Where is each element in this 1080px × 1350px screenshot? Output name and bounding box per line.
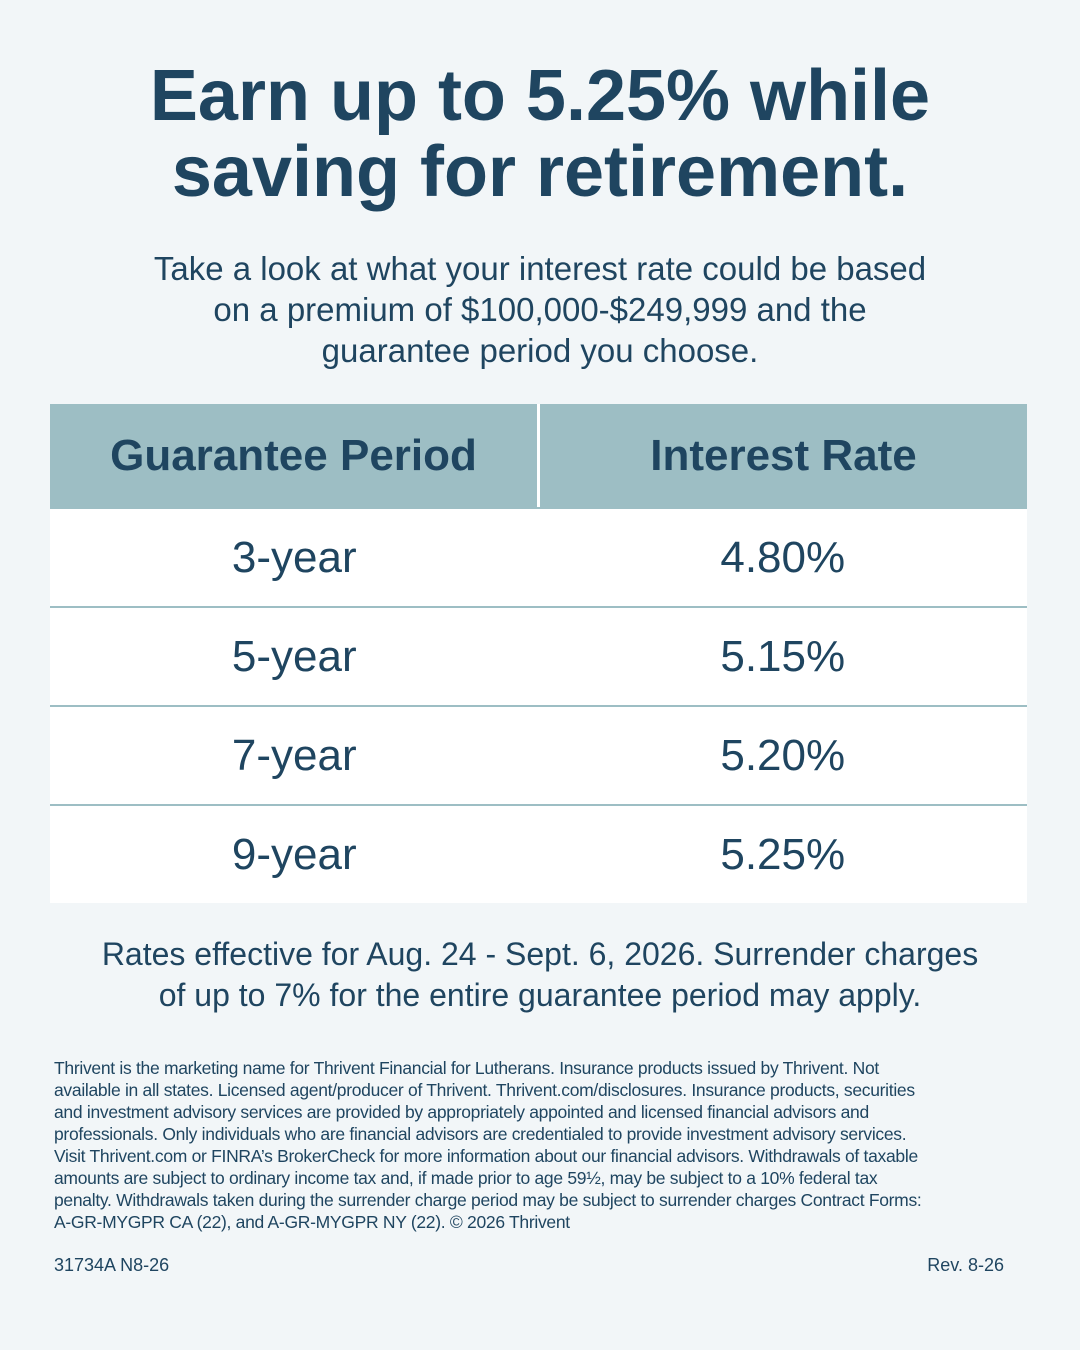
column-header: Interest Rate <box>537 404 1027 507</box>
table-row: 7-year 5.20% <box>50 705 1027 804</box>
disclosure: Thrivent is the marketing name for Thriv… <box>54 1057 922 1233</box>
period-cell: 9-year <box>231 829 357 879</box>
disclosure-line: amounts are subject to ordinary income t… <box>54 1168 878 1188</box>
disclosure-line: available in all states. Licensed agent/… <box>54 1080 915 1100</box>
disclosure-line: penalty. Withdrawals taken during the su… <box>54 1190 922 1210</box>
subtitle: Take a look at what your interest rate c… <box>0 248 1080 371</box>
headline-line: Earn up to 5.25% while <box>149 56 931 136</box>
form-code: 31734A N8-26 <box>54 1255 170 1275</box>
disclosure-line: A-GR-MYGPR CA (22), and A-GR-MYGPR NY (2… <box>54 1212 570 1232</box>
disclosure-line: professionals. Only individuals who are … <box>54 1124 907 1144</box>
subtitle-line: Take a look at what your interest rate c… <box>153 250 927 287</box>
disclosure-line: Thrivent is the marketing name for Thriv… <box>54 1058 879 1078</box>
subtitle-line: guarantee period you choose. <box>321 332 759 369</box>
note-line: of up to 7% for the entire guarantee per… <box>158 977 922 1013</box>
rate-note: Rates effective for Aug. 24 - Sept. 6, 2… <box>0 934 1080 1016</box>
table-row: 9-year 5.25% <box>50 804 1027 903</box>
rate-cell: 5.20% <box>720 730 846 780</box>
period-cell: 3-year <box>231 532 357 582</box>
headline: Earn up to 5.25% while saving for retirem… <box>0 58 1080 210</box>
column-header: Guarantee Period <box>110 430 477 480</box>
rate-cell: 5.25% <box>720 829 846 879</box>
rate-cell: 4.80% <box>720 532 846 582</box>
revision: Rev. 8-26 <box>927 1255 1004 1275</box>
note-line: Rates effective for Aug. 24 - Sept. 6, 2… <box>101 936 979 972</box>
table-row: 3-year 4.80% <box>50 507 1027 606</box>
period-cell: 5-year <box>231 631 357 681</box>
rate-cell: 5.15% <box>720 631 846 681</box>
headline-line: saving for retirement. <box>171 132 909 212</box>
rate-table: Guarantee Period Interest Rate 3-year 4.80… <box>50 404 1027 903</box>
disclosure-line: and investment advisory services are pro… <box>54 1102 869 1122</box>
disclosure-line: Visit Thrivent.com or FINRA’s BrokerChec… <box>54 1146 918 1166</box>
table-row: 5-year 5.15% <box>50 606 1027 705</box>
period-cell: 7-year <box>231 730 357 780</box>
table-header: Guarantee Period Interest Rate <box>50 404 1027 507</box>
subtitle-line: on a premium of $100,000-$249,999 and th… <box>213 291 867 328</box>
